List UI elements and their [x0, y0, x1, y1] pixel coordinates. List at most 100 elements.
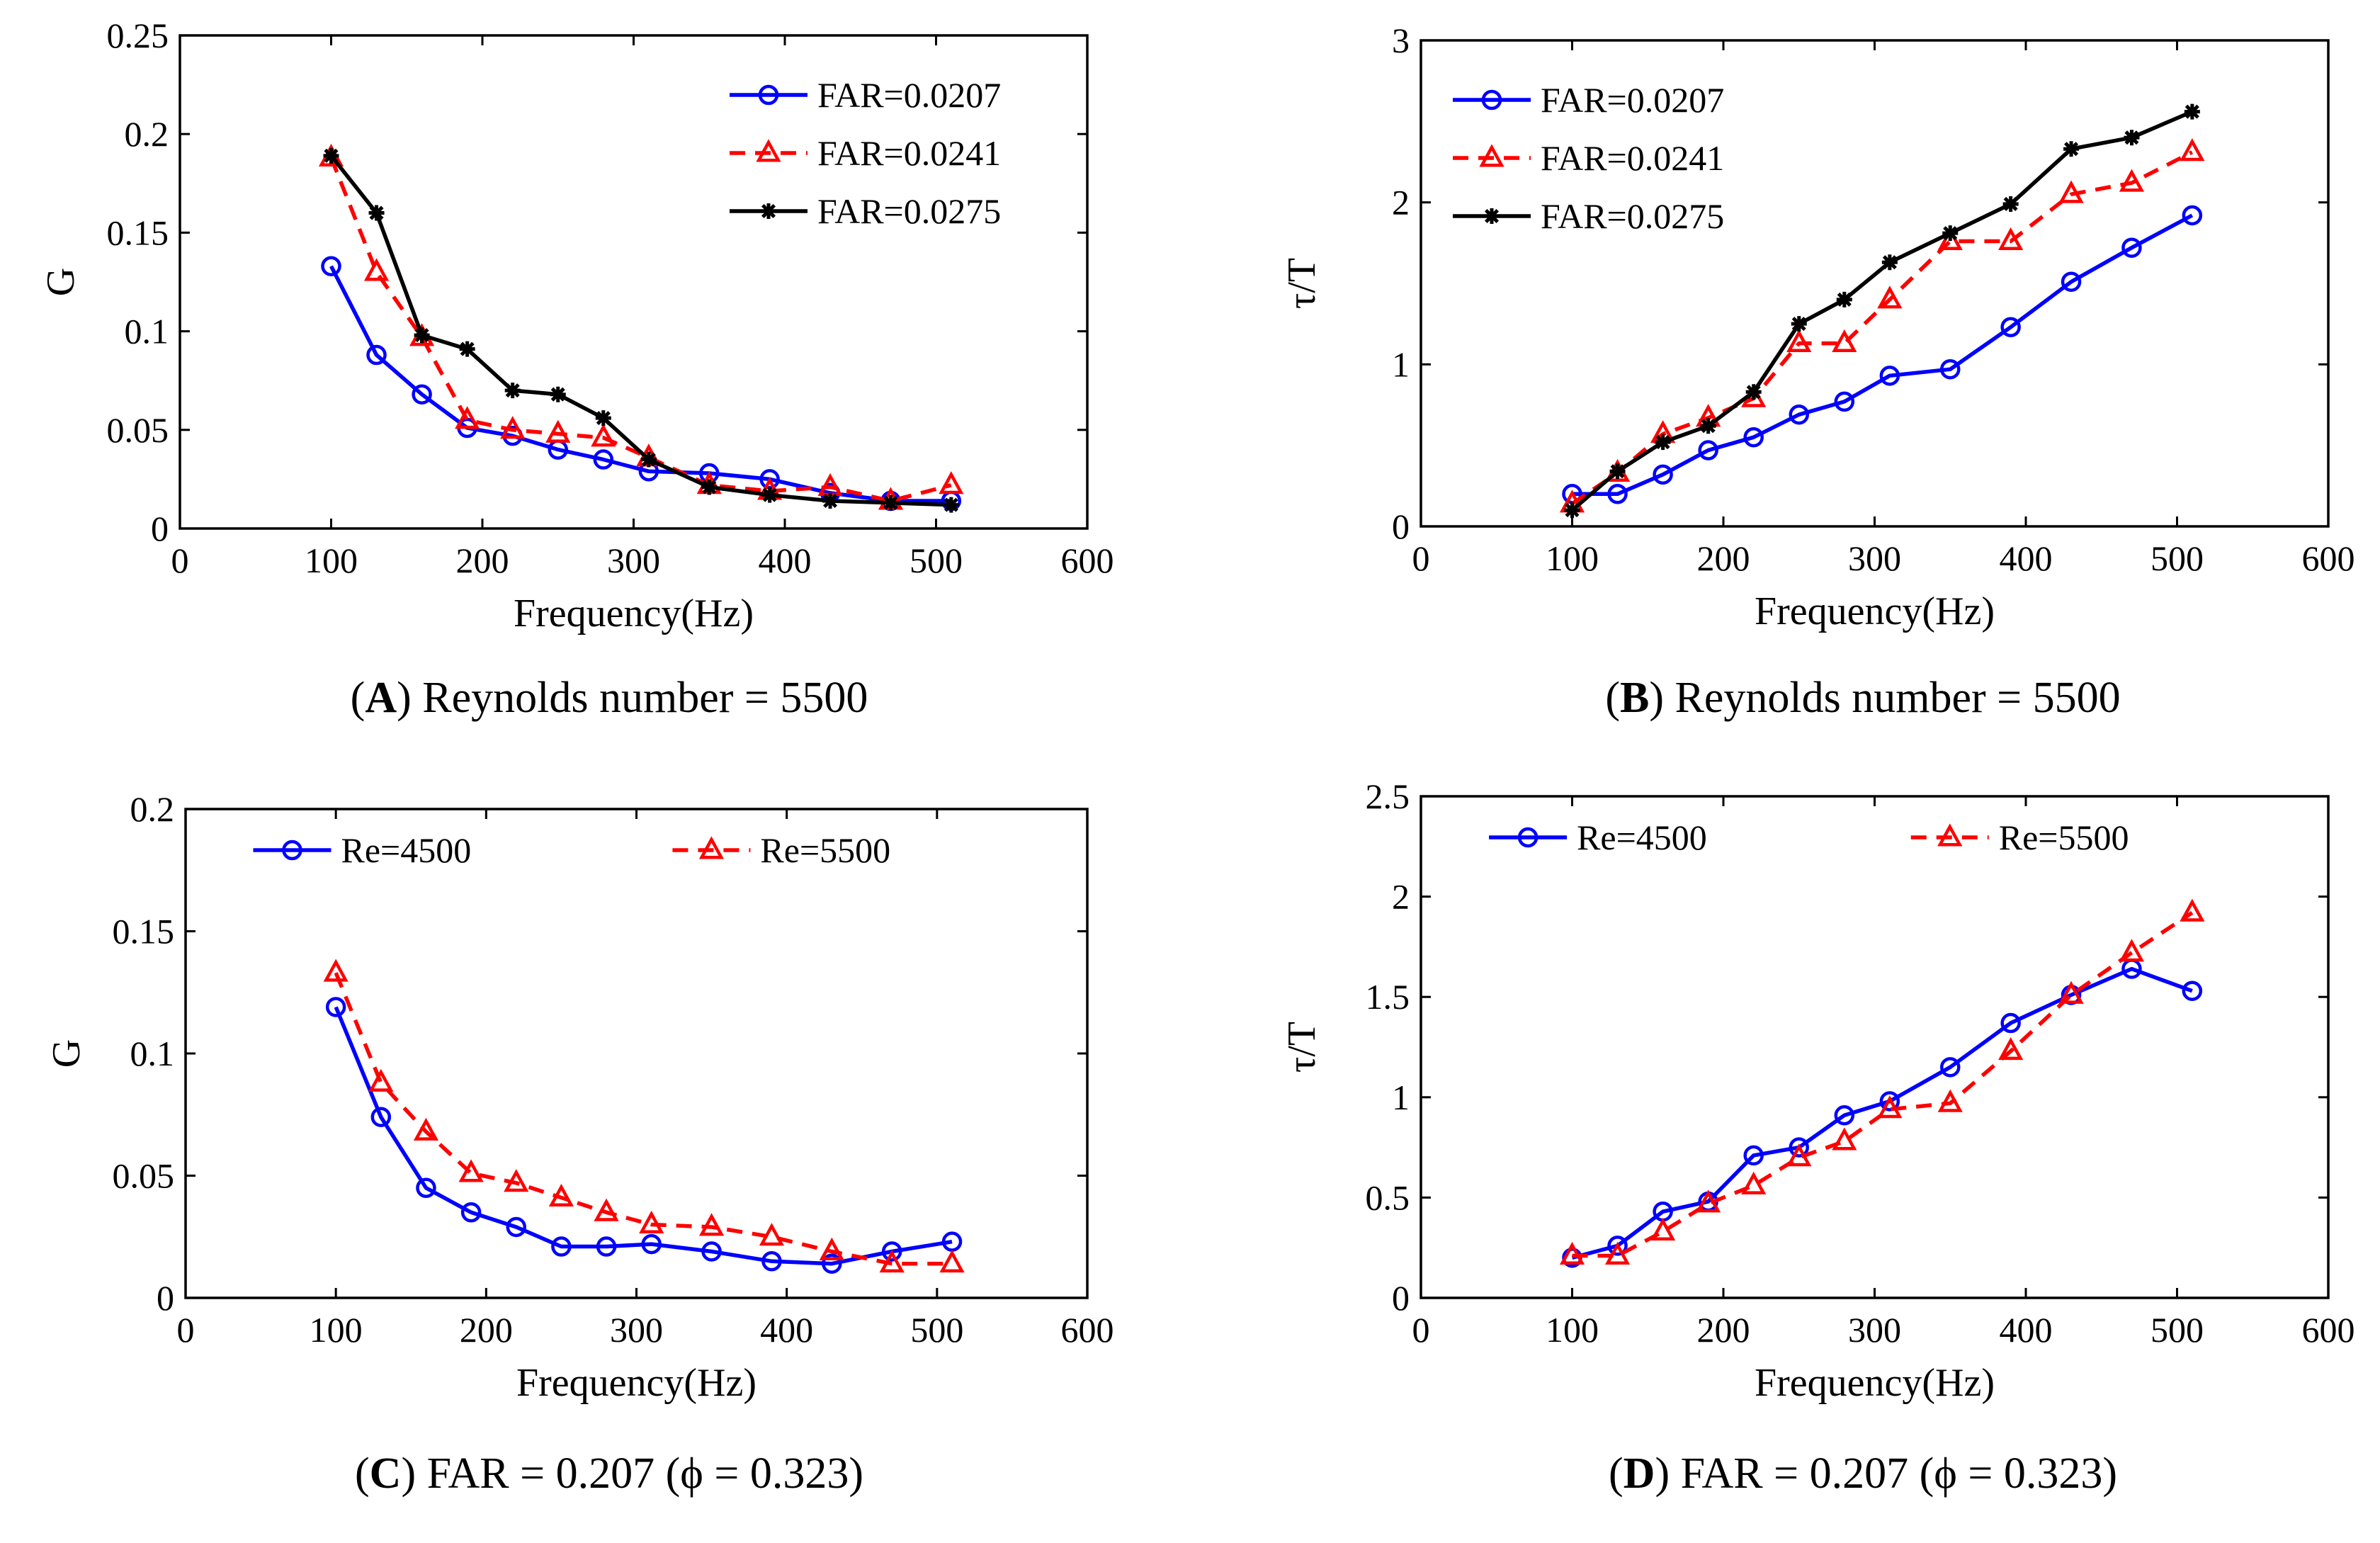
series-FAR=0.0207 [1562, 205, 2203, 504]
data-point [368, 1068, 394, 1092]
data-point [323, 147, 339, 164]
x-tick-label: 500 [910, 1310, 963, 1350]
data-point [323, 959, 348, 982]
legend-marker [282, 840, 302, 861]
data-point [1879, 1091, 1900, 1112]
data-point [459, 341, 475, 357]
x-tick-label: 400 [2000, 538, 2053, 578]
data-point [412, 384, 432, 405]
data-point [413, 1117, 439, 1141]
data-point [325, 997, 346, 1017]
data-point [595, 410, 611, 426]
y-tick-label: 0.2 [125, 114, 169, 154]
data-point [1745, 384, 1762, 400]
data-point [881, 1241, 902, 1262]
legend: Re=4500 Re=5500 [1489, 818, 2129, 857]
data-point [416, 1177, 436, 1198]
data-point [761, 487, 778, 503]
data-point [370, 1107, 392, 1127]
data-point [639, 1210, 664, 1233]
data-point [1836, 291, 1852, 307]
x-tick-label: 600 [2302, 1310, 2355, 1350]
legend-item: FAR=0.0275 [1453, 196, 1724, 236]
data-point [640, 451, 657, 468]
data-point [1834, 1105, 1855, 1126]
legend-marker [1479, 144, 1504, 167]
x-tick-label: 0 [171, 541, 189, 580]
panel-d: 0 100 200 300 400 500 600 0 0.5 1 1.5 2 2.5 Frequency… [1280, 776, 2355, 1498]
caption-text: FAR = 0.207 (ϕ = 0.323) [427, 1449, 863, 1498]
data-point [506, 1216, 527, 1238]
caption-paren-open: ( [1605, 674, 1620, 722]
data-point [1881, 254, 1898, 271]
y-tick-label: 2.5 [1366, 776, 1410, 816]
caption-letter: B [1620, 674, 1649, 722]
x-tick-label: 0 [177, 1310, 195, 1350]
data-point [701, 1241, 722, 1262]
x-tick-label: 200 [1697, 1310, 1750, 1350]
data-point [596, 1236, 617, 1257]
x-tick-label: 500 [2150, 1310, 2204, 1350]
legend-marker [758, 84, 779, 106]
data-point [2119, 169, 2145, 192]
data-point [1937, 1089, 1963, 1112]
y-tick-label: 0 [157, 1278, 174, 1318]
data-point [1650, 1217, 1676, 1240]
data-point [500, 416, 526, 439]
x-tick-label: 200 [460, 1310, 513, 1350]
legend-item: FAR=0.0241 [730, 133, 1001, 173]
legend-marker [698, 836, 725, 859]
data-point [761, 1251, 782, 1272]
x-tick-label: 600 [1061, 1310, 1114, 1350]
data-point [1877, 286, 1903, 309]
data-point [1655, 434, 1671, 451]
data-point [1832, 329, 1857, 353]
legend-item: Re=5500 [1910, 818, 2129, 857]
y-axis-label: G [45, 1039, 89, 1068]
data-point [819, 1237, 844, 1260]
data-point [2058, 180, 2084, 203]
data-point [2061, 271, 2082, 292]
data-point [366, 344, 387, 366]
series-line [334, 1006, 953, 1266]
series-line [334, 972, 952, 1266]
data-point [455, 406, 480, 429]
data-point [2058, 980, 2084, 1004]
data-point [2124, 130, 2140, 146]
x-tick-label: 400 [759, 541, 812, 580]
caption-letter: A [365, 674, 397, 722]
data-point [1607, 1236, 1628, 1256]
x-axis-label: Frequency(Hz) [1755, 1361, 1995, 1405]
data-point [594, 1198, 619, 1221]
series-FAR=0.0275 [323, 147, 959, 513]
panel-a: 0 100 200 300 400 500 600 0 0.05 0.1 0.15 0.2 0.25 Fr… [39, 16, 1114, 722]
caption-text: FAR = 0.207 (ϕ = 0.323) [1681, 1449, 2117, 1498]
data-point [641, 1233, 662, 1255]
data-point [504, 1169, 529, 1192]
plot-frame [184, 808, 1089, 1299]
data-point [1940, 1057, 1961, 1078]
data-point [2063, 141, 2080, 157]
caption-paren-open: ( [355, 1449, 370, 1498]
x-tick-label: 500 [910, 541, 963, 580]
data-point [2000, 317, 2021, 337]
data-point [1879, 366, 1900, 386]
legend-marker [1481, 89, 1502, 111]
data-point [822, 1253, 842, 1274]
series-line [1570, 150, 2194, 506]
caption-paren-close: ) [397, 674, 422, 722]
legend: FAR=0.0207 FAR=0.0241 FAR=0.0275 [1453, 80, 1724, 236]
series-Re=5500 [323, 959, 965, 1273]
caption-text: Reynolds number = 5500 [422, 674, 868, 722]
y-tick-label: 1 [1392, 1078, 1410, 1117]
x-axis-label: Frequency(Hz) [514, 592, 754, 635]
legend-marker [761, 203, 776, 219]
data-point [943, 497, 959, 513]
data-point [2002, 196, 2019, 212]
y-tick-label: 0.2 [130, 789, 175, 829]
y-axis-label: G [39, 268, 83, 296]
plot-frame [1420, 795, 2330, 1299]
legend-label: FAR=0.0275 [817, 191, 1001, 231]
data-point [939, 471, 964, 494]
